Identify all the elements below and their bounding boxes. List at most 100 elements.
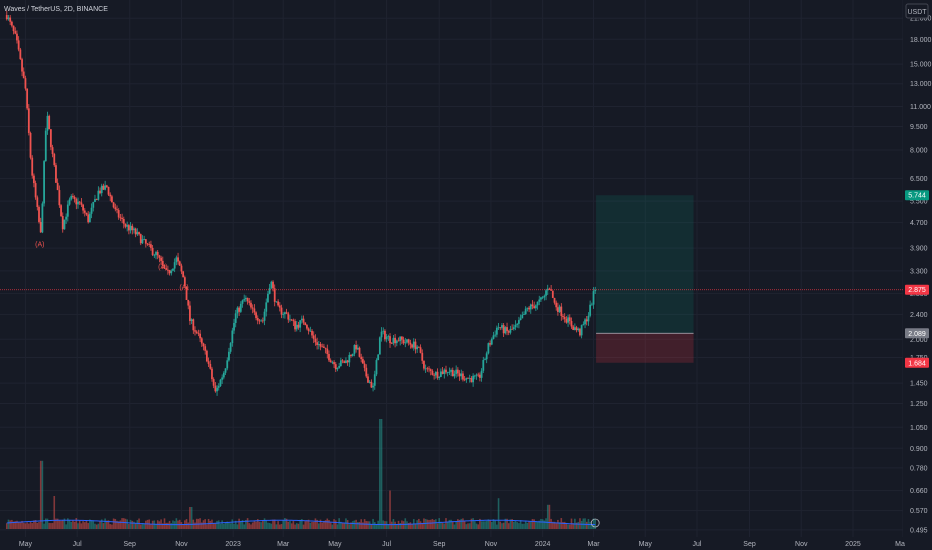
candle[interactable] xyxy=(489,340,491,347)
candle[interactable] xyxy=(548,287,551,290)
candle[interactable] xyxy=(385,333,388,343)
candle[interactable] xyxy=(482,356,485,373)
candle[interactable] xyxy=(170,269,173,276)
candle[interactable] xyxy=(275,301,278,303)
candle[interactable] xyxy=(528,305,530,313)
candle[interactable] xyxy=(565,316,568,324)
candle[interactable] xyxy=(270,280,273,290)
candle[interactable] xyxy=(431,369,434,376)
candle[interactable] xyxy=(563,313,566,323)
candle[interactable] xyxy=(426,366,429,372)
candle[interactable] xyxy=(501,323,503,330)
candle[interactable] xyxy=(134,227,137,238)
candle[interactable] xyxy=(551,290,554,299)
candle[interactable] xyxy=(22,67,25,79)
candle[interactable] xyxy=(205,349,208,363)
candle[interactable] xyxy=(256,315,259,325)
candle[interactable] xyxy=(166,265,169,275)
candle[interactable] xyxy=(131,223,134,235)
candle[interactable] xyxy=(580,324,583,339)
candle[interactable] xyxy=(255,311,257,321)
candle[interactable] xyxy=(412,338,415,351)
candle[interactable] xyxy=(480,368,483,382)
candle[interactable] xyxy=(438,375,441,381)
candle[interactable] xyxy=(112,201,115,209)
candle[interactable] xyxy=(407,338,410,346)
candle[interactable] xyxy=(90,203,93,219)
candle[interactable] xyxy=(465,377,468,383)
candle[interactable] xyxy=(377,354,380,361)
candle[interactable] xyxy=(306,324,308,331)
candle[interactable] xyxy=(409,339,412,349)
candle[interactable] xyxy=(309,326,312,332)
candle[interactable] xyxy=(33,173,35,188)
candle[interactable] xyxy=(314,334,317,346)
candle[interactable] xyxy=(109,192,112,202)
candle[interactable] xyxy=(573,323,576,331)
candle[interactable] xyxy=(287,311,290,323)
candle[interactable] xyxy=(180,263,183,275)
candle[interactable] xyxy=(65,213,68,224)
candle[interactable] xyxy=(56,178,59,191)
candle[interactable] xyxy=(41,201,44,234)
candle[interactable] xyxy=(558,304,561,313)
candle[interactable] xyxy=(5,10,8,21)
candle[interactable] xyxy=(199,329,202,343)
candle[interactable] xyxy=(221,374,224,384)
candle[interactable] xyxy=(9,14,12,26)
candle[interactable] xyxy=(209,360,212,370)
candle[interactable] xyxy=(129,222,132,234)
candle[interactable] xyxy=(155,250,157,260)
candle[interactable] xyxy=(21,57,23,77)
candle[interactable] xyxy=(61,212,64,233)
candle[interactable] xyxy=(355,340,358,353)
candle[interactable] xyxy=(10,20,13,28)
time-axis[interactable]: May Jul Sep Nov 2023 Mar May Jul Sep Nov 2024 Mar Ma… xyxy=(19,541,905,548)
candle[interactable] xyxy=(133,227,135,234)
candle[interactable] xyxy=(524,306,527,315)
candle[interactable] xyxy=(17,36,20,52)
candle[interactable] xyxy=(165,268,168,271)
candle[interactable] xyxy=(570,317,573,329)
candle[interactable] xyxy=(234,309,237,328)
candle[interactable] xyxy=(100,183,103,197)
candle[interactable] xyxy=(448,367,451,376)
candle[interactable] xyxy=(233,318,235,334)
price-axis[interactable]: 21.000 18.000 15.000 13.000 11.000 9.500 8.000… xyxy=(903,0,932,550)
candle[interactable] xyxy=(582,321,585,326)
candle[interactable] xyxy=(261,317,264,324)
candle[interactable] xyxy=(553,297,556,305)
candle[interactable] xyxy=(151,245,154,257)
candle[interactable] xyxy=(211,366,213,382)
candle[interactable] xyxy=(122,216,125,229)
candle[interactable] xyxy=(183,275,186,288)
candle[interactable] xyxy=(272,280,274,292)
candle[interactable] xyxy=(267,290,269,303)
candle[interactable] xyxy=(88,211,91,223)
candle[interactable] xyxy=(463,375,466,382)
candle[interactable] xyxy=(419,344,422,354)
candle[interactable] xyxy=(572,324,575,331)
candle[interactable] xyxy=(502,323,505,337)
position-tool[interactable] xyxy=(596,195,694,363)
candle[interactable] xyxy=(389,333,391,348)
candle[interactable] xyxy=(416,344,419,353)
candle[interactable] xyxy=(541,296,544,300)
candle[interactable] xyxy=(311,328,313,339)
candle[interactable] xyxy=(117,208,120,220)
candle[interactable] xyxy=(290,318,293,322)
candle[interactable] xyxy=(543,294,546,301)
candle[interactable] xyxy=(512,324,515,331)
candle[interactable] xyxy=(243,294,246,302)
candle[interactable] xyxy=(526,307,529,312)
candle[interactable] xyxy=(406,339,408,344)
candle[interactable] xyxy=(523,311,525,315)
candle[interactable] xyxy=(204,344,207,355)
candle[interactable] xyxy=(195,330,198,335)
candle[interactable] xyxy=(497,323,500,330)
candle[interactable] xyxy=(268,283,271,295)
candle[interactable] xyxy=(292,318,295,326)
candle[interactable] xyxy=(222,371,225,380)
candle[interactable] xyxy=(82,203,84,214)
candle[interactable] xyxy=(192,318,195,334)
